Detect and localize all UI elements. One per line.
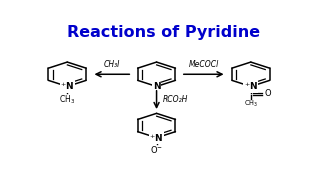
- Text: CH₃I: CH₃I: [104, 60, 120, 69]
- Text: $^{+}$N: $^{+}$N: [60, 81, 75, 92]
- Text: O$^{-}$: O$^{-}$: [150, 144, 163, 155]
- Text: MeCOCl: MeCOCl: [188, 60, 219, 69]
- Text: N: N: [153, 82, 160, 91]
- Text: $^{+}$N: $^{+}$N: [244, 81, 258, 92]
- Text: Reactions of Pyridine: Reactions of Pyridine: [68, 25, 260, 40]
- Text: RCO₂H: RCO₂H: [163, 95, 188, 104]
- Text: $^{+}$N: $^{+}$N: [149, 132, 164, 144]
- Text: O: O: [264, 89, 271, 98]
- Text: CH$_3$: CH$_3$: [244, 99, 258, 109]
- Text: CH$_3$: CH$_3$: [59, 93, 76, 106]
